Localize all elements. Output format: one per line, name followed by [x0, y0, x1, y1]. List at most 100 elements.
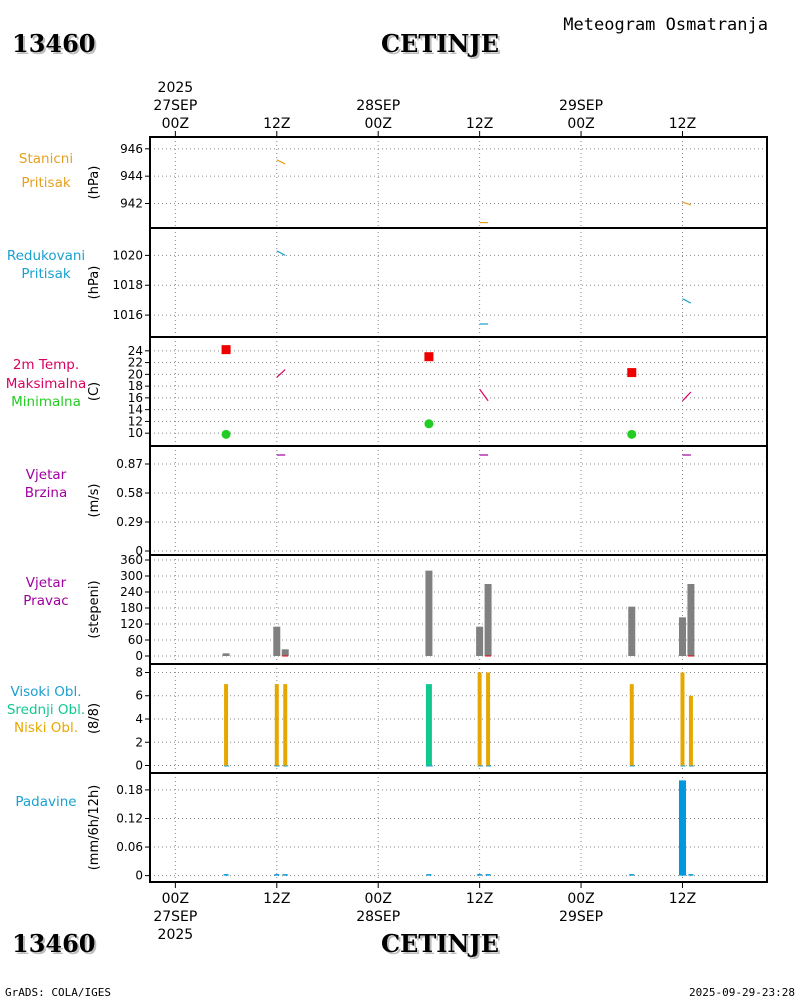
series-line: [682, 201, 692, 206]
ytick-label: 120: [120, 617, 143, 631]
data-bar: [477, 874, 483, 876]
meteogram-title: Meteogram Osmatranja: [563, 15, 768, 35]
panel-label: Niski Obl.: [14, 720, 78, 736]
svg-text:13460: 13460: [14, 31, 98, 60]
bottom-hour-label: 12Z: [669, 891, 696, 907]
bottom-year-label: 2025: [158, 927, 194, 943]
data-bar: [281, 649, 289, 656]
ytick-label: 360: [120, 553, 143, 567]
ytick-label: 60: [128, 633, 143, 647]
ytick-label: 1020: [112, 248, 143, 262]
panel-cloud_cover: 0 2 4 6 8 Visoki Obl. Srednji Obl. Niski Obl. (8…: [7, 663, 768, 774]
min-temp-marker: [221, 429, 231, 439]
max-temp-marker: [424, 352, 434, 362]
ytick-label: 8: [135, 665, 143, 679]
panel-label: Maksimalna: [6, 376, 87, 392]
ytick-label: 16: [128, 391, 143, 405]
ytick-label: 942: [120, 197, 143, 211]
ytick-label: 6: [135, 689, 143, 703]
ytick-label: 24: [128, 344, 143, 358]
panel-reduced_pressure: 1016 1018 1020 Redukovani Pritisak (hPa): [7, 227, 768, 338]
panel-label: Pravac: [23, 593, 68, 609]
panel-label: Redukovani: [7, 248, 85, 264]
min-temp-marker: [627, 429, 637, 439]
top-date-label: 28SEP: [356, 98, 400, 114]
data-bar: [678, 617, 686, 656]
panel-precipitation: 0 0.06 0.12 0.18 Padavine (mm/6h/12h): [15, 772, 768, 883]
ytick-label: 0.18: [116, 783, 143, 797]
footer-timestamp: 2025-09-29-23:28: [689, 986, 795, 999]
ytick-label: 0.58: [116, 486, 143, 500]
top-time-axis: 00Z 27SEP 12Z 00Z 28SEP 12Z 00Z 29SEP 12Z 2025: [153, 80, 696, 137]
ytick-label: 18: [128, 379, 143, 393]
panel-label: Pritisak: [21, 266, 71, 282]
series-line: [682, 391, 692, 402]
data-bar: [629, 684, 634, 766]
panel-unit: (stepeni): [87, 580, 102, 638]
max-temp-marker: [627, 368, 637, 378]
station-id-bottom: 13460: [12, 929, 96, 958]
station-id-top: 13460: [12, 29, 96, 58]
data-bar: [678, 780, 686, 876]
ytick-label: 1016: [112, 308, 143, 322]
panel-label: Stanicni: [19, 151, 73, 167]
data-bar: [223, 874, 229, 876]
data-bar: [484, 584, 492, 656]
svg-text:CETINJE: CETINJE: [383, 931, 501, 960]
panel-label: Padavine: [15, 794, 76, 810]
ytick-label: 1018: [112, 278, 143, 292]
data-bar: [680, 672, 685, 766]
series-line: [682, 298, 692, 304]
ytick-label: 2: [135, 735, 143, 749]
svg-text:13460: 13460: [14, 931, 98, 960]
bottom-time-axis: 00Z 27SEP 12Z 00Z 28SEP 12Z 00Z 29SEP 12Z 2025: [153, 882, 696, 943]
data-bar: [425, 684, 432, 766]
series-line: [479, 388, 489, 402]
footer-credit: GrADS: COLA/IGES: [5, 986, 111, 999]
data-bar: [283, 684, 288, 766]
ytick-label: 180: [120, 601, 143, 615]
ytick-label: 22: [128, 356, 143, 370]
ytick-label: 14: [128, 403, 143, 417]
ytick-label: 20: [128, 367, 143, 381]
ytick-label: 12: [128, 414, 143, 428]
top-hour-label: 00Z: [162, 116, 189, 132]
panel-frame: [149, 336, 768, 447]
panel-label: Srednji Obl.: [7, 702, 85, 718]
top-date-label: 29SEP: [559, 98, 603, 114]
panel-frame: [149, 445, 768, 556]
ytick-label: 944: [120, 169, 143, 183]
bottom-hour-label: 12Z: [263, 891, 290, 907]
top-hour-label: 00Z: [365, 116, 392, 132]
data-bar: [274, 874, 280, 876]
bottom-hour-label: 12Z: [466, 891, 493, 907]
ytick-label: 0: [135, 649, 143, 663]
bottom-hour-label: 00Z: [162, 891, 189, 907]
top-hour-label: 12Z: [263, 116, 290, 132]
bottom-date-label: 27SEP: [153, 909, 197, 925]
data-bar: [282, 874, 288, 876]
data-bar: [688, 695, 693, 766]
panel-unit: (C): [87, 382, 102, 401]
data-bar: [687, 584, 695, 656]
series-line: [276, 369, 286, 378]
panel-label: Pritisak: [21, 175, 71, 191]
panel-station_pressure: 942 944 946 Stanicni Pritisak (hPa): [19, 136, 768, 229]
top-date-label: 27SEP: [153, 98, 197, 114]
ytick-label: 0: [135, 544, 143, 558]
panel-unit: (m/s): [87, 484, 102, 518]
panel-frame: [149, 227, 768, 338]
panel-frame: [149, 772, 768, 883]
panel-label: 2m Temp.: [13, 357, 79, 373]
ytick-label: 0.06: [116, 840, 143, 854]
panel-wind_direction: 0 60 120 180 240 300 360 Vjetar Pravac (stepeni): [23, 553, 768, 665]
bottom-date-label: 29SEP: [559, 909, 603, 925]
panel-label: Minimalna: [11, 394, 81, 410]
series-line: [276, 250, 286, 256]
station-name-bottom: CETINJE: [381, 929, 499, 958]
panel-label: Visoki Obl.: [10, 684, 81, 700]
panel-unit: (mm/6h/12h): [87, 785, 102, 871]
ytick-label: 0.29: [116, 515, 143, 529]
top-hour-label: 12Z: [466, 116, 493, 132]
